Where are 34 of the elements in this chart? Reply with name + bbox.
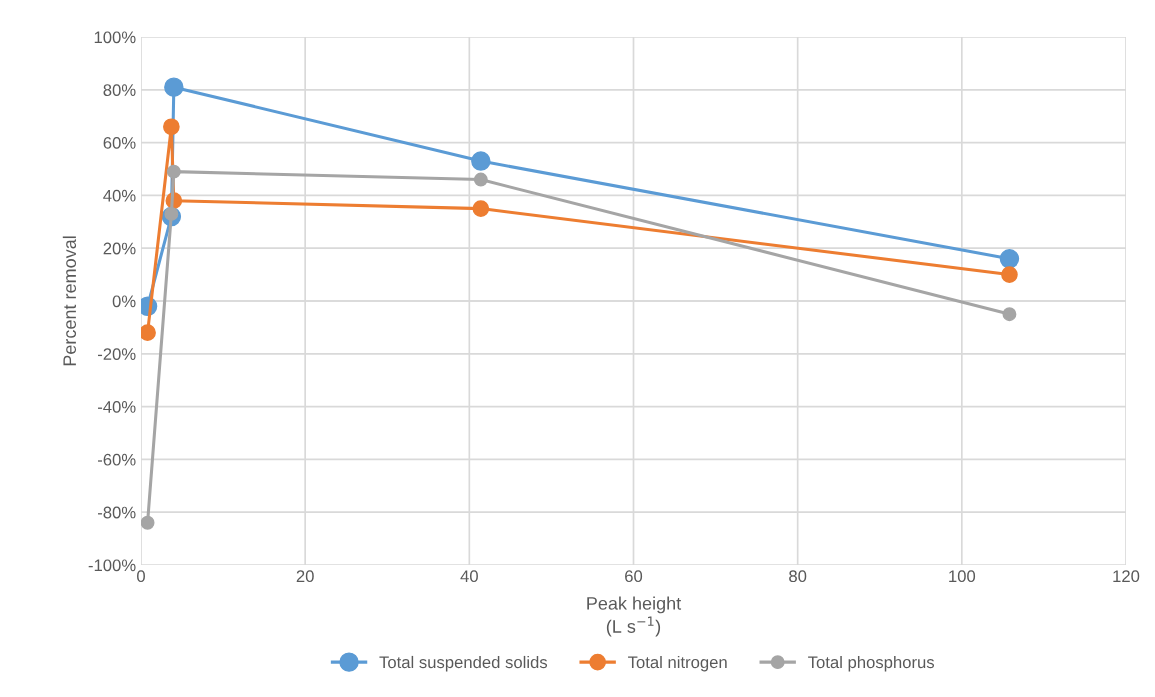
y-axis-title: Percent removal — [62, 236, 77, 366]
y-tick-label: 100% — [94, 31, 136, 44]
legend-label: Total suspended solids — [379, 655, 548, 672]
x-tick-label: 120 — [1113, 570, 1140, 583]
x-tick-label: 100 — [949, 570, 976, 583]
x-tick-label: 60 — [625, 570, 643, 583]
x-tick-label: 80 — [789, 570, 807, 583]
point — [1002, 307, 1017, 322]
y-tick-label: 40% — [103, 189, 136, 202]
point — [471, 151, 491, 171]
y-tick-label: -80% — [97, 506, 136, 519]
y-tick-label: 20% — [103, 242, 136, 255]
point — [166, 164, 181, 179]
point — [1001, 266, 1018, 283]
y-tick-label: 0% — [112, 295, 136, 308]
point — [999, 249, 1020, 269]
point — [163, 118, 180, 136]
y-tick-label: -60% — [97, 453, 136, 466]
x-tick-label: 0 — [137, 570, 145, 583]
point — [141, 515, 155, 530]
y-tick-label: 60% — [103, 137, 136, 149]
legend-label: Total phosphorus — [808, 655, 935, 672]
point — [473, 172, 488, 187]
y-tick-label: -100% — [88, 559, 136, 572]
y-tick-label: 80% — [103, 84, 136, 96]
y-tick-label: -40% — [97, 401, 136, 413]
x-axis-title: Peak height (L s$^{−1}$) — [587, 596, 682, 637]
y-tick-label: -20% — [97, 348, 136, 360]
point — [141, 324, 156, 342]
point — [472, 200, 490, 217]
x-tick-label: 20 — [296, 570, 314, 583]
x-tick-label: 40 — [460, 570, 478, 583]
point — [164, 77, 184, 97]
legend-label: Total nitrogen — [628, 655, 727, 672]
